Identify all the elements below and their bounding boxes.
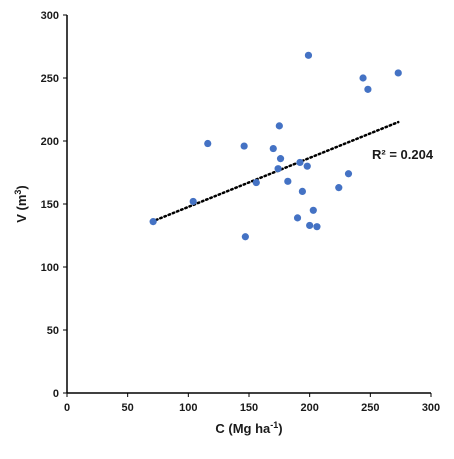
- y-tick-label: 50: [47, 325, 59, 337]
- data-point: [313, 223, 321, 231]
- data-point: [309, 206, 317, 214]
- y-tick-label: 300: [41, 10, 59, 22]
- labels-layer: 0 50 100 150 200 250 300 0 50 100 150 200 250 300 R² =…: [13, 10, 440, 436]
- trendline: [150, 120, 400, 223]
- data-point: [304, 51, 313, 59]
- data-point: [284, 177, 292, 185]
- y-tick-label: 250: [41, 73, 59, 85]
- data-point: [240, 142, 248, 150]
- data-point: [252, 178, 260, 187]
- data-point: [335, 184, 343, 192]
- data-point: [241, 233, 249, 241]
- data-point: [204, 139, 212, 148]
- trendline-layer: [150, 120, 400, 223]
- data-point: [303, 162, 311, 170]
- x-tick-label: 100: [179, 402, 197, 414]
- x-tick-label: 150: [240, 402, 258, 414]
- data-point: [344, 170, 353, 178]
- data-point: [293, 214, 302, 222]
- y-tick-label: 0: [53, 388, 59, 400]
- data-point: [359, 74, 367, 82]
- x-axis-title: C (Mg ha-1): [215, 420, 282, 436]
- data-point: [276, 155, 285, 163]
- x-tick-label: 250: [361, 402, 379, 414]
- data-point: [364, 85, 372, 93]
- y-tick-label: 200: [41, 136, 59, 148]
- x-tick-label: 200: [300, 402, 318, 414]
- y-axis-title: V (m3): [13, 185, 29, 223]
- data-point: [269, 144, 277, 153]
- data-point: [274, 165, 282, 173]
- x-tick-label: 300: [422, 402, 440, 414]
- y-tick-label: 100: [41, 262, 59, 274]
- data-point: [189, 197, 197, 206]
- data-point: [306, 221, 314, 230]
- x-tick-label: 50: [122, 402, 134, 414]
- data-point: [275, 122, 283, 130]
- data-point: [296, 158, 304, 167]
- r-squared-label: R² = 0.204: [372, 147, 434, 162]
- axes: [63, 14, 432, 397]
- data-point: [298, 187, 306, 195]
- data-point: [394, 69, 402, 77]
- data-point: [149, 218, 157, 226]
- x-tick-label: 0: [64, 402, 70, 414]
- points-layer: [149, 51, 402, 241]
- y-tick-label: 150: [41, 199, 59, 211]
